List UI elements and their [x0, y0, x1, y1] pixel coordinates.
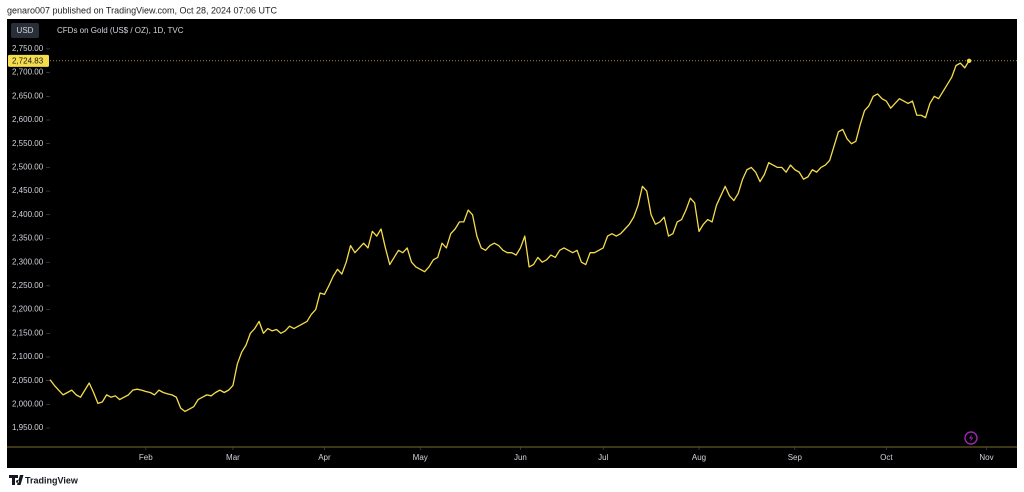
x-tick-label: Aug	[692, 453, 706, 462]
currency-label[interactable]: USD	[17, 26, 34, 35]
y-tick-label: 1,950.00	[12, 423, 44, 432]
currency-button[interactable]	[11, 23, 39, 38]
last-point	[966, 58, 972, 64]
y-tick-label: 2,750.00	[12, 44, 44, 53]
x-tick-label: Jun	[514, 453, 527, 462]
flash-glyph	[969, 434, 974, 442]
last-price-label: 2,724.83	[12, 56, 44, 65]
y-tick-label: 2,250.00	[12, 281, 44, 290]
x-tick-label: Apr	[318, 453, 331, 462]
y-tick-label: 2,600.00	[12, 115, 44, 124]
x-tick-label: Nov	[979, 453, 993, 462]
y-tick-label: 2,200.00	[12, 305, 44, 314]
x-tick-label: Oct	[880, 453, 893, 462]
chart-subtitle: CFDs on Gold (US$ / OZ), 1D, TVC	[57, 26, 184, 35]
y-tick-label: 2,400.00	[12, 210, 44, 219]
y-tick-label: 2,450.00	[12, 186, 44, 195]
plot: 1,950.00 2,000.00 2,050.00 2,100.00 2,150.00…	[8, 44, 1017, 462]
price-line	[49, 60, 970, 413]
x-tick-label: Jul	[598, 453, 608, 462]
y-tick-label: 2,550.00	[12, 139, 44, 148]
publish-header: genaro007 published on TradingView.com, …	[7, 5, 278, 15]
y-tick-label: 2,650.00	[12, 91, 44, 100]
y-tick-label: 2,350.00	[12, 234, 44, 243]
y-tick-label: 2,500.00	[12, 162, 44, 171]
x-tick-label: Feb	[139, 453, 153, 462]
y-tick-label: 2,100.00	[12, 352, 44, 361]
last-price-box	[8, 54, 49, 67]
x-tick-label: May	[413, 453, 428, 462]
chart-background	[7, 19, 1017, 468]
y-tick-label: 2,300.00	[12, 257, 44, 266]
x-tick-label: Mar	[226, 453, 240, 462]
footer-brand: TradingView	[25, 475, 79, 485]
y-tick-label: 2,000.00	[12, 399, 44, 408]
flash-icon[interactable]	[964, 431, 978, 445]
x-tick-label: Sep	[788, 453, 803, 462]
y-tick-label: 2,700.00	[12, 68, 44, 77]
y-tick-label: 2,050.00	[12, 376, 44, 385]
y-tick-label: 2,150.00	[12, 328, 44, 337]
tradingview-logo	[9, 475, 24, 485]
